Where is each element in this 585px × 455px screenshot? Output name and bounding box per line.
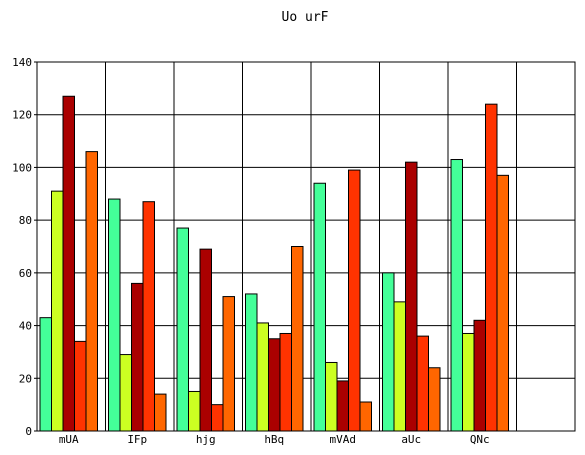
- y-tick-label: 100: [12, 161, 32, 174]
- y-tick-label: 140: [12, 56, 32, 69]
- chart-title: Uo urF: [282, 10, 329, 25]
- bar-QNc-5: [496, 174, 509, 432]
- bar-hjg-1: [176, 227, 189, 432]
- bar-mVAd-4: [348, 169, 361, 432]
- bar-hBq-1: [245, 293, 258, 432]
- bar-mUA-3: [62, 95, 75, 432]
- bar-IFp-4: [142, 201, 155, 432]
- bar-IFp-2: [119, 354, 132, 432]
- y-tick-label: 60: [19, 267, 32, 280]
- bar-mVAd-2: [325, 361, 338, 432]
- bar-mVAd-3: [336, 380, 349, 432]
- bar-hjg-4: [211, 404, 224, 432]
- bar-mVAd-1: [313, 182, 326, 432]
- bar-QNc-3: [473, 319, 486, 432]
- bar-QNc-2: [462, 332, 475, 432]
- y-tick-label: 120: [12, 109, 32, 122]
- y-tick-labels: 0 20 40 60 80 100 120 140: [12, 56, 32, 438]
- x-tick-label: aUc: [401, 433, 421, 446]
- y-tick-label: 80: [19, 214, 32, 227]
- bar-mUA-4: [74, 340, 87, 432]
- bar-aUc-4: [416, 335, 429, 432]
- bar-hBq-2: [256, 322, 269, 432]
- bar-mUA-1: [39, 317, 52, 432]
- x-tick-label: hjg: [196, 433, 216, 446]
- y-tick-label: 20: [19, 372, 32, 385]
- axes: [34, 61, 576, 432]
- x-tick-labels: mUA IFp hjg hBq mVAd aUc QNc: [59, 433, 490, 446]
- bar-mUA-2: [51, 190, 64, 432]
- bar-hBq-3: [268, 338, 281, 432]
- x-tick-label: hBq: [264, 433, 284, 446]
- x-tick-label: QNc: [470, 433, 490, 446]
- x-tick-label: mVAd: [330, 433, 357, 446]
- bar-IFp-1: [108, 198, 121, 432]
- bar-hBq-5: [291, 246, 304, 432]
- plot-frame: [36, 61, 576, 432]
- bar-hjg-3: [199, 248, 212, 432]
- bar-hjg-2: [188, 390, 201, 432]
- x-tick-label: IFp: [127, 433, 147, 446]
- bar-QNc-1: [450, 159, 463, 432]
- x-tick-label: mUA: [59, 433, 79, 446]
- y-tick-label: 0: [25, 425, 32, 438]
- y-tick-label: 40: [19, 320, 32, 333]
- bar-hBq-4: [279, 332, 292, 432]
- bar-QNc-4: [485, 103, 498, 432]
- bar-IFp-5: [154, 393, 167, 432]
- bar-aUc-5: [428, 367, 441, 432]
- bar-IFp-3: [131, 282, 144, 432]
- bar-aUc-1: [382, 272, 395, 432]
- bar-hjg-5: [222, 296, 235, 432]
- bar-aUc-2: [393, 301, 406, 432]
- bar-mVAd-5: [359, 401, 372, 432]
- bar-aUc-3: [405, 161, 418, 432]
- bar-mUA-5: [85, 151, 98, 432]
